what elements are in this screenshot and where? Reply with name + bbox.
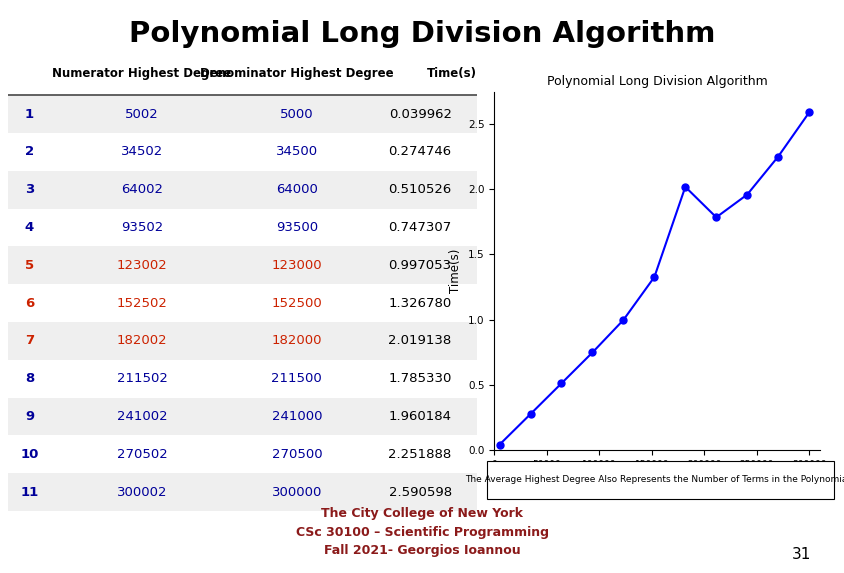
Text: 270500: 270500	[271, 448, 322, 461]
Text: 5: 5	[25, 259, 34, 272]
Text: 11: 11	[20, 485, 39, 499]
Text: 6: 6	[25, 297, 34, 309]
Text: 1.785330: 1.785330	[387, 372, 451, 385]
Text: 31: 31	[791, 547, 810, 562]
Text: 7: 7	[25, 335, 34, 347]
Text: 1.326780: 1.326780	[388, 297, 451, 309]
Text: 241002: 241002	[116, 410, 167, 423]
Text: 93500: 93500	[275, 221, 317, 234]
Text: The City College of New York: The City College of New York	[321, 507, 523, 520]
Text: 2.590598: 2.590598	[388, 485, 451, 499]
Text: 0.274746: 0.274746	[388, 146, 451, 158]
Text: 2.251888: 2.251888	[388, 448, 451, 461]
Bar	[8, 473, 477, 511]
Text: 0.039962: 0.039962	[388, 108, 451, 120]
Text: 123002: 123002	[116, 259, 167, 272]
Bar	[8, 209, 477, 246]
Bar	[8, 246, 477, 284]
Text: 152500: 152500	[271, 297, 322, 309]
Text: 9: 9	[25, 410, 34, 423]
Bar	[8, 284, 477, 322]
Text: 3: 3	[25, 183, 34, 196]
Bar	[8, 322, 477, 360]
Text: 211502: 211502	[116, 372, 167, 385]
Bar	[8, 95, 477, 133]
Text: 64002: 64002	[121, 183, 163, 196]
Text: 0.997053: 0.997053	[388, 259, 451, 272]
Text: 211500: 211500	[271, 372, 322, 385]
Text: The Average Highest Degree Also Represents the Number of Terms in the Polynomial: The Average Highest Degree Also Represen…	[465, 476, 844, 484]
Bar	[8, 133, 477, 171]
Text: 5000: 5000	[279, 108, 313, 120]
Text: 93502: 93502	[121, 221, 163, 234]
Text: 152502: 152502	[116, 297, 167, 309]
Text: 123000: 123000	[271, 259, 322, 272]
Text: 1: 1	[25, 108, 34, 120]
Text: 34500: 34500	[275, 146, 317, 158]
Text: 64000: 64000	[276, 183, 317, 196]
X-axis label: Average Highest Degree of Numerator and Denominator: Average Highest Degree of Numerator and …	[509, 474, 803, 484]
Bar	[8, 171, 477, 209]
Text: 0.510526: 0.510526	[388, 183, 451, 196]
Text: 300002: 300002	[116, 485, 167, 499]
Bar	[8, 360, 477, 398]
Text: 8: 8	[25, 372, 34, 385]
Text: 5002: 5002	[125, 108, 159, 120]
Text: CSc 30100 – Scientific Programming: CSc 30100 – Scientific Programming	[295, 526, 549, 539]
Text: Denominator Highest Degree: Denominator Highest Degree	[200, 67, 393, 80]
Text: 182002: 182002	[116, 335, 167, 347]
Text: Polynomial Long Division Algorithm: Polynomial Long Division Algorithm	[129, 20, 715, 48]
Title: Polynomial Long Division Algorithm: Polynomial Long Division Algorithm	[546, 74, 766, 88]
Text: Fall 2021- Georgios Ioannou: Fall 2021- Georgios Ioannou	[324, 544, 520, 558]
Text: 241000: 241000	[271, 410, 322, 423]
Text: Time(s): Time(s)	[426, 67, 476, 80]
Text: 34502: 34502	[121, 146, 163, 158]
Text: 10: 10	[20, 448, 39, 461]
Text: Numerator Highest Degree: Numerator Highest Degree	[52, 67, 231, 80]
Bar	[8, 398, 477, 435]
Text: 182000: 182000	[271, 335, 322, 347]
Text: 2: 2	[25, 146, 34, 158]
Bar	[8, 435, 477, 473]
Text: 300000: 300000	[272, 485, 322, 499]
Y-axis label: Time(s): Time(s)	[449, 249, 462, 293]
Text: 1.960184: 1.960184	[388, 410, 451, 423]
Text: 0.747307: 0.747307	[388, 221, 451, 234]
FancyBboxPatch shape	[486, 461, 833, 499]
Text: 270502: 270502	[116, 448, 167, 461]
Text: 4: 4	[25, 221, 34, 234]
Text: 2.019138: 2.019138	[388, 335, 451, 347]
